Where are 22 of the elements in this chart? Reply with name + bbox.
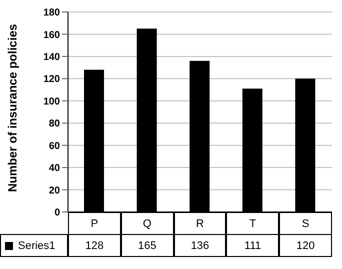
- y-tick-label: 100: [43, 96, 60, 108]
- x-tick-label: T: [226, 212, 280, 235]
- y-tick-label: 160: [43, 30, 60, 41]
- y-tick-label: 140: [43, 52, 60, 63]
- data-label: 165: [120, 234, 174, 257]
- legend-label: Series1: [0, 234, 68, 257]
- x-tick-label: S: [279, 212, 332, 235]
- y-tick-label: 180: [43, 8, 60, 19]
- data-label: 120: [279, 234, 332, 257]
- y-tick-label: 120: [43, 74, 60, 86]
- y-tick-label: 60: [48, 140, 60, 152]
- y-tick-label: 20: [48, 185, 60, 196]
- y-tick-label: 0: [54, 208, 60, 219]
- y-axis-title: Number of insurance policies: [5, 24, 20, 192]
- x-tick-label: R: [174, 212, 226, 235]
- data-label: 136: [174, 234, 226, 257]
- data-label: 128: [68, 234, 121, 257]
- x-tick-label: P: [68, 212, 121, 235]
- y-tick-label: 40: [48, 163, 60, 174]
- y-tick-label: 80: [48, 118, 60, 130]
- data-label: 111: [226, 234, 280, 257]
- x-tick-label: Q: [120, 212, 174, 235]
